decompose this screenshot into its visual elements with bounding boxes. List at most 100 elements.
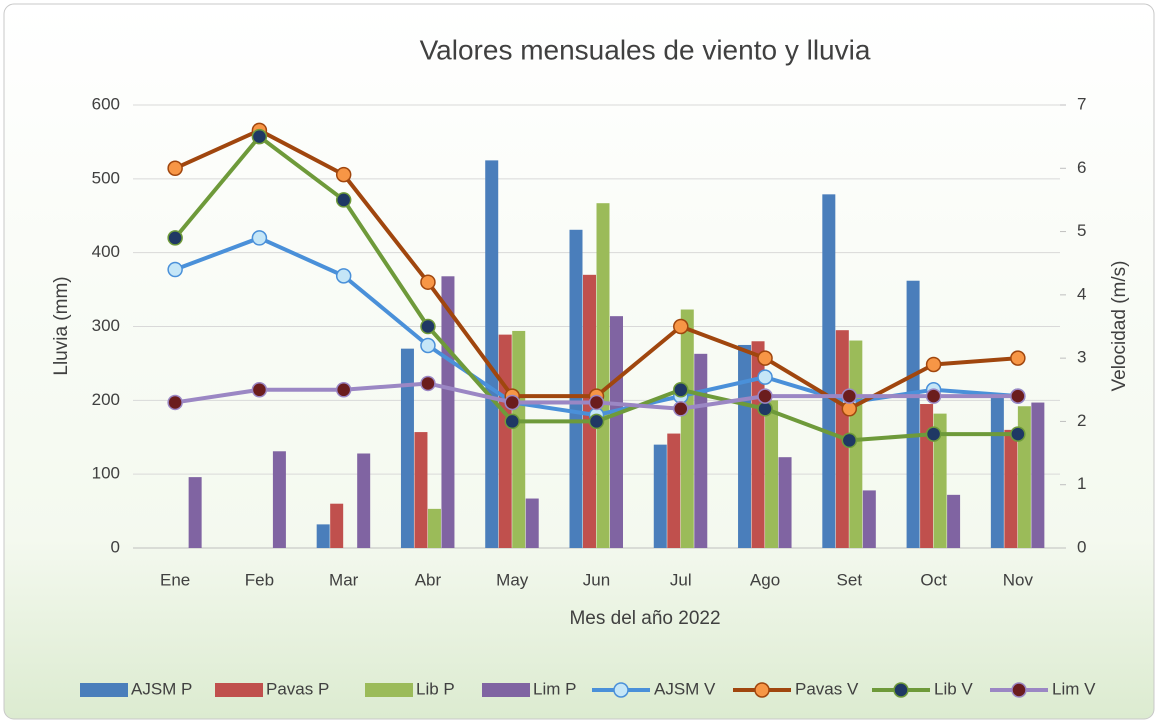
bar bbox=[667, 433, 681, 548]
bar bbox=[822, 194, 836, 549]
marker bbox=[251, 128, 268, 145]
y2-tick-label: 5 bbox=[1077, 221, 1086, 240]
bar bbox=[933, 413, 947, 548]
x-tick-label: May bbox=[496, 570, 529, 589]
bar bbox=[188, 477, 202, 548]
y2-tick-label: 6 bbox=[1077, 158, 1086, 177]
bar bbox=[357, 453, 371, 548]
marker bbox=[167, 160, 183, 177]
legend-swatch bbox=[80, 683, 128, 697]
y2-tick-label: 1 bbox=[1077, 474, 1086, 493]
marker bbox=[925, 356, 942, 373]
bar bbox=[1031, 402, 1045, 548]
legend-marker bbox=[754, 682, 770, 698]
marker bbox=[673, 382, 689, 398]
bar bbox=[525, 498, 539, 548]
y-tick-label: 300 bbox=[92, 316, 120, 335]
bar bbox=[583, 274, 596, 548]
bar bbox=[610, 316, 623, 548]
marker bbox=[757, 350, 773, 366]
chart-title: Valores mensuales de viento y lluvia bbox=[420, 34, 871, 65]
x-axis-label: Mes del año 2022 bbox=[569, 608, 720, 629]
marker bbox=[335, 382, 352, 398]
marker bbox=[167, 230, 183, 246]
y2-tick-label: 2 bbox=[1077, 411, 1086, 430]
x-tick-label: Ene bbox=[160, 570, 190, 589]
bar bbox=[694, 353, 708, 548]
marker bbox=[504, 394, 520, 411]
legend-marker bbox=[613, 682, 629, 698]
marker bbox=[167, 261, 183, 278]
legend-swatch bbox=[215, 683, 263, 697]
y-tick-label: 400 bbox=[92, 242, 120, 261]
bar bbox=[569, 229, 583, 549]
legend-marker bbox=[893, 682, 909, 698]
marker bbox=[1010, 388, 1026, 404]
bar bbox=[427, 508, 441, 548]
marker bbox=[757, 388, 773, 404]
marker bbox=[420, 337, 436, 354]
bar bbox=[947, 494, 961, 548]
y-tick-label: 600 bbox=[92, 94, 120, 113]
bar bbox=[414, 432, 428, 548]
marker bbox=[757, 401, 773, 417]
legend-label: Pavas V bbox=[795, 679, 859, 698]
legend-swatch bbox=[365, 683, 413, 697]
x-tick-label: Jul bbox=[670, 570, 692, 589]
legend-label: AJSM P bbox=[131, 679, 192, 698]
x-tick-label: Feb bbox=[245, 570, 274, 589]
y-axis-label: Lluvia (mm) bbox=[51, 276, 72, 375]
y2-axis-label: Velocidad (m/s) bbox=[1109, 261, 1130, 392]
bar bbox=[316, 524, 330, 548]
bar bbox=[596, 203, 610, 548]
legend-swatch bbox=[482, 683, 530, 697]
marker bbox=[335, 166, 352, 183]
marker bbox=[420, 318, 436, 335]
x-tick-label: Ago bbox=[750, 570, 780, 589]
legend-label: Pavas P bbox=[266, 679, 329, 698]
marker bbox=[757, 369, 773, 385]
x-tick-label: Jun bbox=[583, 570, 610, 589]
y2-tick-label: 4 bbox=[1077, 284, 1086, 303]
bar bbox=[906, 280, 920, 548]
legend-label: Lim P bbox=[533, 679, 576, 698]
marker bbox=[420, 375, 436, 392]
marker bbox=[588, 413, 605, 430]
marker bbox=[251, 382, 268, 398]
bar bbox=[512, 330, 526, 548]
bar bbox=[653, 444, 667, 548]
bar bbox=[680, 309, 694, 548]
marker bbox=[925, 388, 942, 404]
bar bbox=[485, 160, 499, 548]
marker bbox=[841, 432, 858, 449]
y2-tick-label: 3 bbox=[1077, 348, 1086, 367]
bar bbox=[765, 400, 779, 548]
marker bbox=[841, 401, 858, 417]
marker bbox=[335, 192, 352, 208]
x-tick-label: Nov bbox=[1003, 570, 1034, 589]
bar bbox=[862, 490, 876, 548]
y-tick-label: 0 bbox=[111, 537, 120, 556]
marker bbox=[673, 318, 689, 335]
y2-tick-label: 0 bbox=[1077, 537, 1086, 556]
y-tick-label: 100 bbox=[92, 464, 120, 483]
bar bbox=[738, 344, 752, 548]
bar bbox=[920, 404, 934, 548]
marker bbox=[588, 394, 605, 411]
marker bbox=[1010, 426, 1026, 442]
legend-label: AJSM V bbox=[654, 679, 716, 698]
marker bbox=[1010, 350, 1026, 366]
bar bbox=[1004, 429, 1018, 548]
legend-label: Lim V bbox=[1052, 679, 1096, 698]
bar bbox=[1017, 406, 1031, 548]
bar bbox=[400, 348, 414, 548]
y-tick-label: 200 bbox=[92, 390, 120, 409]
x-tick-label: Mar bbox=[329, 570, 359, 589]
marker bbox=[504, 413, 520, 430]
marker bbox=[673, 401, 689, 417]
marker bbox=[925, 426, 942, 442]
y2-tick-label: 7 bbox=[1077, 94, 1086, 113]
bar bbox=[330, 503, 344, 548]
marker bbox=[167, 394, 183, 411]
marker bbox=[335, 268, 352, 284]
